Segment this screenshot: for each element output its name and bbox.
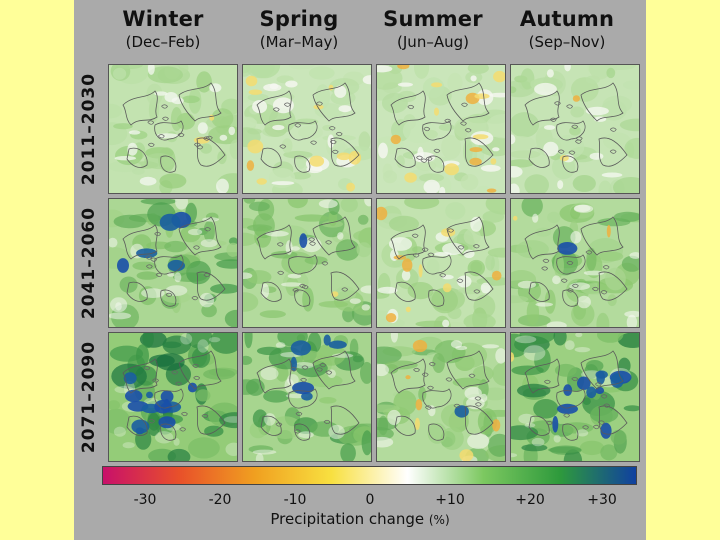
map-panel <box>108 198 238 328</box>
colorbar-title-text: Precipitation change <box>270 510 425 528</box>
column-title: Autumn <box>519 7 615 31</box>
map-panel <box>108 332 238 462</box>
column-header-spring: Spring (Mar–May) <box>234 6 364 52</box>
precipitation-map <box>243 65 371 193</box>
colorbar-tick: +10 <box>435 492 465 508</box>
column-header-winter: Winter (Dec–Feb) <box>98 6 228 52</box>
column-subtitle: (Dec–Feb) <box>125 33 201 51</box>
map-panel <box>242 64 372 194</box>
precipitation-map <box>511 199 639 327</box>
precipitation-map <box>109 199 237 327</box>
column-header-autumn: Autumn (Sep–Nov) <box>502 6 632 52</box>
column-subtitle: (Mar–May) <box>259 33 339 51</box>
column-subtitle: (Jun–Aug) <box>397 33 469 51</box>
row-label-text: 2011–2030 <box>79 72 100 186</box>
column-title: Summer <box>383 7 483 31</box>
map-panel <box>510 64 640 194</box>
colorbar-title: Precipitation change (%) <box>74 510 646 528</box>
precipitation-map <box>243 333 371 461</box>
precipitation-map <box>511 333 639 461</box>
column-title: Winter <box>122 7 204 31</box>
precipitation-map <box>377 333 505 461</box>
colorbar-tick: -30 <box>133 492 157 508</box>
row-label-text: 2071–2090 <box>79 340 100 454</box>
precipitation-map <box>377 199 505 327</box>
row-label-2071-2090: 2071–2090 <box>76 332 102 462</box>
colorbar-tick: -10 <box>283 492 307 508</box>
precipitation-map <box>109 65 237 193</box>
map-panel <box>376 332 506 462</box>
map-panel <box>108 64 238 194</box>
row-label-2041-2060: 2041–2060 <box>76 198 102 328</box>
precipitation-map <box>109 333 237 461</box>
colorbar-tick: 0 <box>365 492 375 508</box>
map-panel <box>376 198 506 328</box>
colorbar-tick: +20 <box>515 492 545 508</box>
map-panel <box>510 332 640 462</box>
column-title: Spring <box>259 7 339 31</box>
map-panel <box>510 198 640 328</box>
map-panel <box>242 198 372 328</box>
colorbar-tick: +30 <box>587 492 617 508</box>
precipitation-map <box>377 65 505 193</box>
colorbar <box>102 466 637 485</box>
precipitation-map <box>511 65 639 193</box>
map-panel <box>242 332 372 462</box>
map-panel <box>376 64 506 194</box>
colorbar-unit: (%) <box>428 513 450 527</box>
precipitation-map <box>243 199 371 327</box>
colorbar-tick: -20 <box>208 492 232 508</box>
row-label-text: 2041–2060 <box>79 206 100 320</box>
figure: Winter (Dec–Feb) Spring (Mar–May) Summer… <box>74 0 646 540</box>
column-header-summer: Summer (Jun–Aug) <box>368 6 498 52</box>
column-subtitle: (Sep–Nov) <box>528 33 606 51</box>
row-label-2011-2030: 2011–2030 <box>76 64 102 194</box>
